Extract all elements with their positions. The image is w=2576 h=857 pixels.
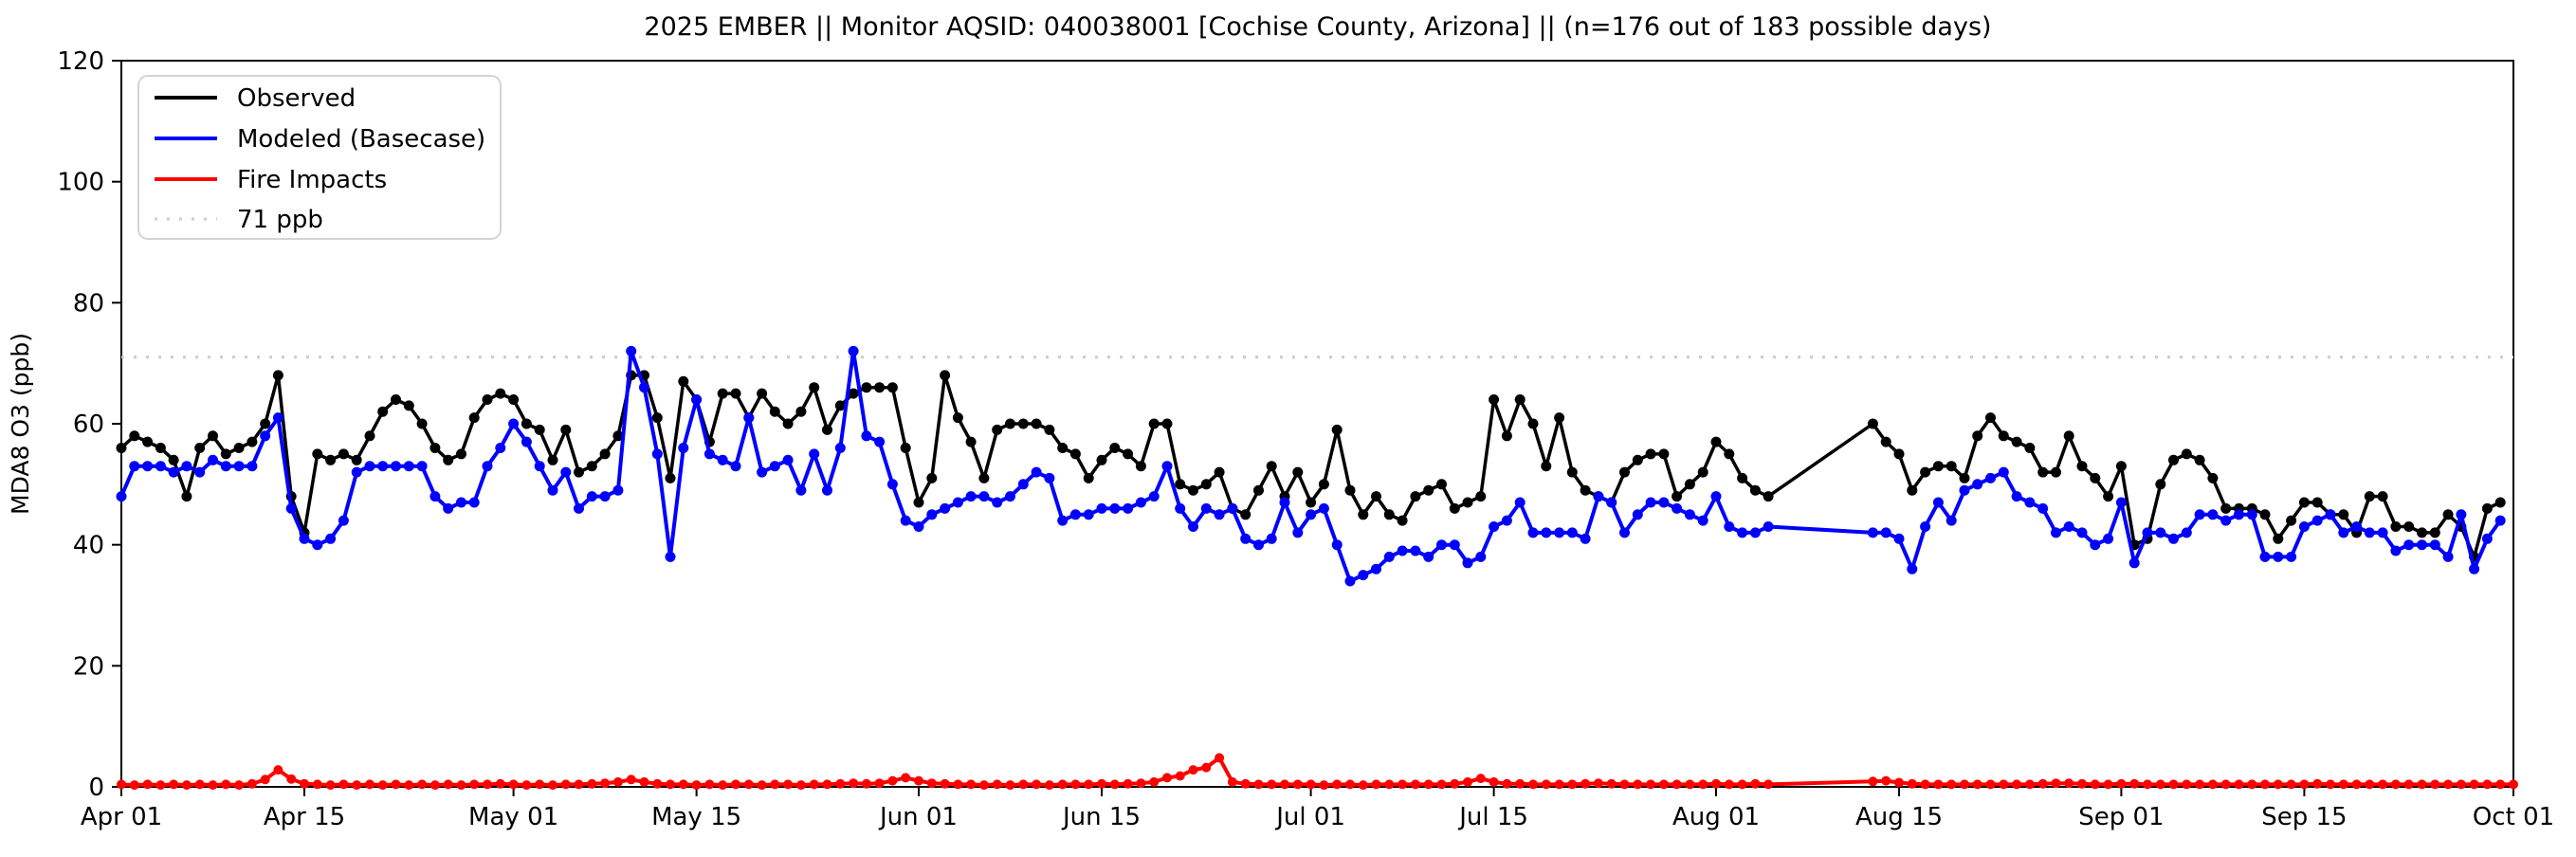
x-tick-label: Jul 15 (1457, 803, 1528, 831)
y-tick-label: 80 (73, 289, 104, 318)
legend-label-threshold: 71 ppb (237, 206, 323, 234)
y-tick-label: 40 (73, 532, 104, 560)
legend-item-observed: Observed (155, 84, 356, 113)
x-tick-label: Aug 15 (1855, 803, 1943, 831)
modeled-basecase--markers (116, 345, 2506, 587)
chart-title: 2025 EMBER || Monitor AQSID: 040038001 [… (644, 12, 1991, 42)
legend-label-observed: Observed (237, 84, 356, 113)
modeled-basecase--line (119, 349, 2502, 583)
legend-label-modeled: Modeled (Basecase) (237, 125, 485, 154)
x-tick-label: May 01 (468, 803, 558, 831)
legend-item-threshold: 71 ppb (155, 206, 323, 234)
y-axis-label: MDA8 O3 (ppb) (7, 333, 34, 515)
legend-item-fire-impacts: Fire Impacts (155, 166, 387, 194)
observed-series (116, 370, 2506, 562)
x-tick-label: Sep 15 (2261, 803, 2347, 831)
x-tick-label: Sep 01 (2078, 803, 2164, 831)
y-axis-ticks: 0 20 40 60 80 100 120 (57, 47, 121, 802)
y-tick-label: 100 (57, 169, 104, 197)
legend-item-modeled: Modeled (Basecase) (155, 125, 485, 154)
x-tick-label: Jun 15 (1061, 803, 1141, 831)
series-layer (116, 345, 2518, 791)
observed-markers (116, 370, 2506, 562)
y-tick-label: 120 (57, 47, 104, 76)
x-tick-label: Aug 01 (1672, 803, 1760, 831)
legend-box: Observed Modeled (Basecase) Fire Impacts… (137, 75, 502, 240)
x-tick-label: Apr 15 (264, 803, 345, 831)
fire-impacts-series (117, 753, 2518, 791)
x-tick-label: Oct 01 (2473, 803, 2554, 831)
y-tick-label: 60 (73, 410, 104, 439)
fire-impacts-line (120, 756, 2513, 788)
legend-frame (137, 75, 502, 240)
y-tick-label: 20 (73, 652, 104, 681)
x-tick-label: Jul 01 (1274, 803, 1345, 831)
x-tick-label: May 15 (651, 803, 741, 831)
y-tick-label: 0 (88, 774, 104, 802)
legend-label-fire-impacts: Fire Impacts (237, 166, 387, 194)
x-tick-label: Jun 01 (878, 803, 958, 831)
modeled-basecase--series (116, 345, 2506, 587)
fire-impacts-markers (117, 753, 2518, 791)
x-tick-label: Apr 01 (81, 803, 162, 831)
x-axis-ticks: Apr 01 Apr 15 May 01 May 15 Jun 01 Jun 15 Jul … (81, 787, 2554, 831)
